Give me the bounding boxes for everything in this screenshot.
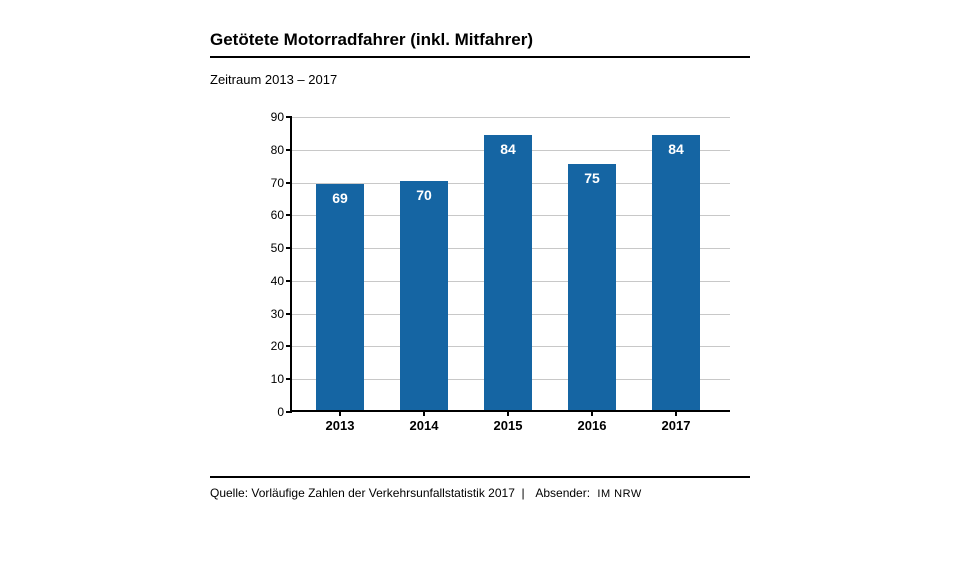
x-tick-label: 2014 (410, 418, 439, 433)
y-tick-label: 30 (264, 307, 292, 321)
bar-value-label: 69 (316, 190, 364, 206)
y-tick-label: 60 (264, 208, 292, 222)
x-tick-mark (423, 410, 425, 416)
chart-container: Getötete Motorradfahrer (inkl. Mitfahrer… (210, 30, 750, 500)
footer-separator: | (522, 486, 525, 500)
bar-value-label: 75 (568, 170, 616, 186)
y-tick-label: 70 (264, 176, 292, 190)
x-tick-label: 2016 (578, 418, 607, 433)
chart-title: Getötete Motorradfahrer (inkl. Mitfahrer… (210, 30, 750, 56)
chart-subtitle: Zeitraum 2013 – 2017 (210, 72, 750, 87)
bar-value-label: 84 (484, 141, 532, 157)
bar: 69 (316, 184, 364, 410)
x-tick-mark (591, 410, 593, 416)
y-tick-label: 10 (264, 372, 292, 386)
y-tick-label: 90 (264, 110, 292, 124)
y-tick-label: 50 (264, 241, 292, 255)
bar: 84 (484, 135, 532, 410)
source-label: Quelle: (210, 486, 248, 500)
y-tick-label: 20 (264, 339, 292, 353)
x-tick-label: 2015 (494, 418, 523, 433)
x-tick-label: 2017 (662, 418, 691, 433)
bar: 75 (568, 164, 616, 410)
bar: 84 (652, 135, 700, 410)
x-tick-mark (507, 410, 509, 416)
x-tick-mark (675, 410, 677, 416)
y-tick-label: 80 (264, 143, 292, 157)
sender-text: IM NRW (597, 488, 641, 500)
plot-area: 0102030405060708090692013702014842015752… (290, 117, 730, 412)
source-text: Vorläufige Zahlen der Verkehrsunfallstat… (251, 486, 515, 500)
grid-line (292, 117, 730, 118)
title-rule (210, 56, 750, 58)
y-tick-label: 40 (264, 274, 292, 288)
chart-area: 0102030405060708090692013702014842015752… (260, 117, 730, 432)
y-tick-label: 0 (264, 405, 292, 419)
sender-label: Absender: (535, 486, 590, 500)
footer-rule (210, 476, 750, 478)
bar-value-label: 70 (400, 187, 448, 203)
footer: Quelle: Vorläufige Zahlen der Verkehrsun… (210, 486, 750, 500)
x-tick-label: 2013 (326, 418, 355, 433)
bar: 70 (400, 181, 448, 410)
x-tick-mark (339, 410, 341, 416)
bar-value-label: 84 (652, 141, 700, 157)
